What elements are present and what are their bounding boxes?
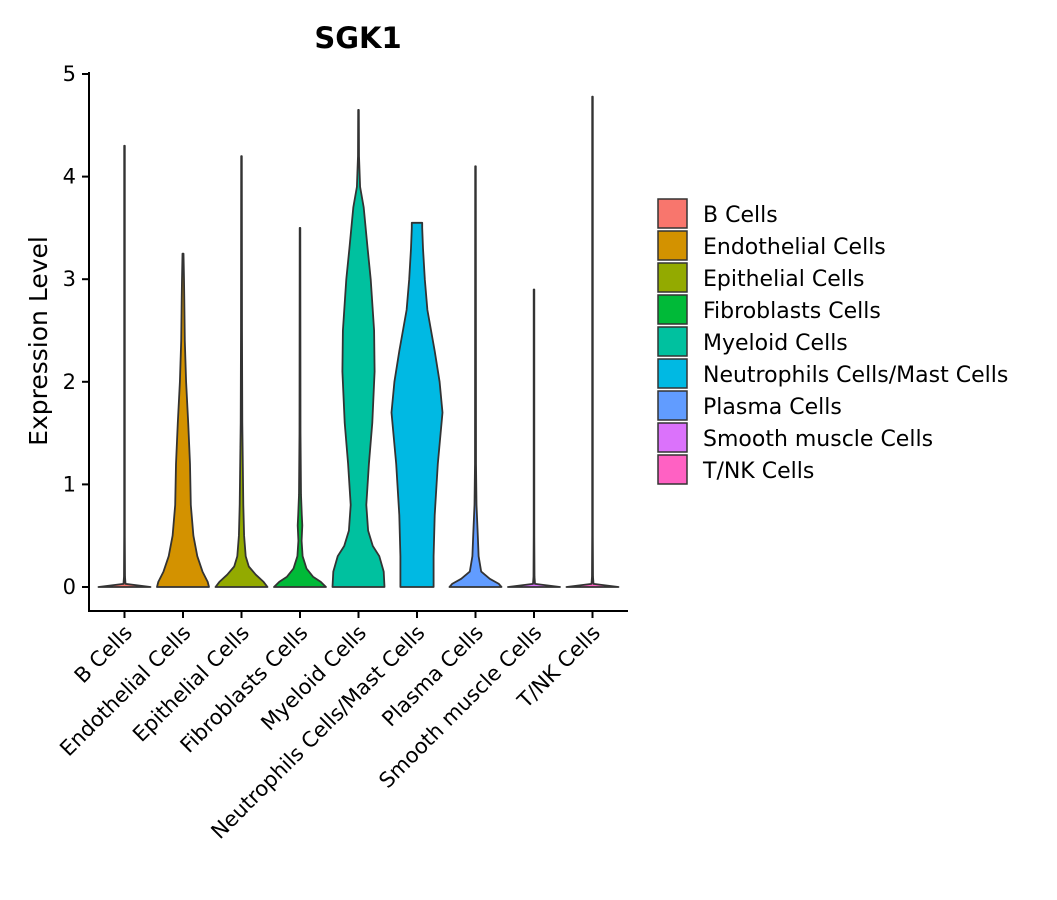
- violin-smooth-muscle-cells: [507, 288, 561, 588]
- legend-label: Myeloid Cells: [703, 331, 848, 356]
- chart-title: SGK1: [314, 21, 401, 55]
- legend-swatch: [657, 358, 688, 389]
- y-tick-label: 3: [63, 267, 76, 291]
- legend-label: Endothelial Cells: [703, 235, 886, 260]
- x-tick-label: Neutrophils Cells/Mast Cells: [206, 621, 429, 844]
- y-axis-title: Expression Level: [24, 236, 53, 446]
- y-tick-label: 5: [63, 62, 76, 86]
- legend-swatch: [657, 422, 688, 453]
- legend-label: Neutrophils Cells/Mast Cells: [703, 363, 1008, 388]
- violin-plasma-cells: [448, 165, 503, 588]
- legend-swatch: [657, 230, 688, 261]
- legend-label: Smooth muscle Cells: [703, 427, 933, 452]
- y-tick-label: 1: [63, 472, 76, 496]
- y-tick-label: 0: [63, 575, 76, 599]
- violin-myeloid-cells: [331, 109, 386, 588]
- y-tick-label: 2: [63, 370, 76, 394]
- legend-label: T/NK Cells: [702, 459, 814, 484]
- violin-b-cells: [97, 144, 152, 588]
- legend-swatch: [657, 198, 688, 229]
- y-tick-label: 4: [63, 165, 76, 189]
- legend-label: Plasma Cells: [703, 395, 842, 420]
- legend-swatch: [657, 326, 688, 357]
- legend-label: Epithelial Cells: [703, 267, 864, 292]
- violin-t-nk-cells: [565, 95, 620, 588]
- legend-swatch: [657, 262, 688, 293]
- violin-epithelial-cells: [214, 155, 269, 588]
- violin-group: [97, 95, 620, 588]
- y-axis-ticks: 0 1 2 3 4 5: [63, 62, 89, 599]
- violin-endothelial-cells: [156, 252, 210, 588]
- legend-label: B Cells: [703, 203, 778, 228]
- legend-swatch: [657, 294, 688, 325]
- violin-fibroblasts-cells: [273, 227, 327, 588]
- violin-neutrophils-cells-mast-cells: [390, 221, 444, 588]
- legend-swatch: [657, 454, 688, 485]
- x-tick-label: Plasma Cells: [377, 621, 488, 732]
- legend-swatch: [657, 390, 688, 421]
- legend: B Cells Endothelial Cells Epithelial Cells…: [657, 198, 1008, 485]
- legend-label: Fibroblasts Cells: [703, 299, 881, 324]
